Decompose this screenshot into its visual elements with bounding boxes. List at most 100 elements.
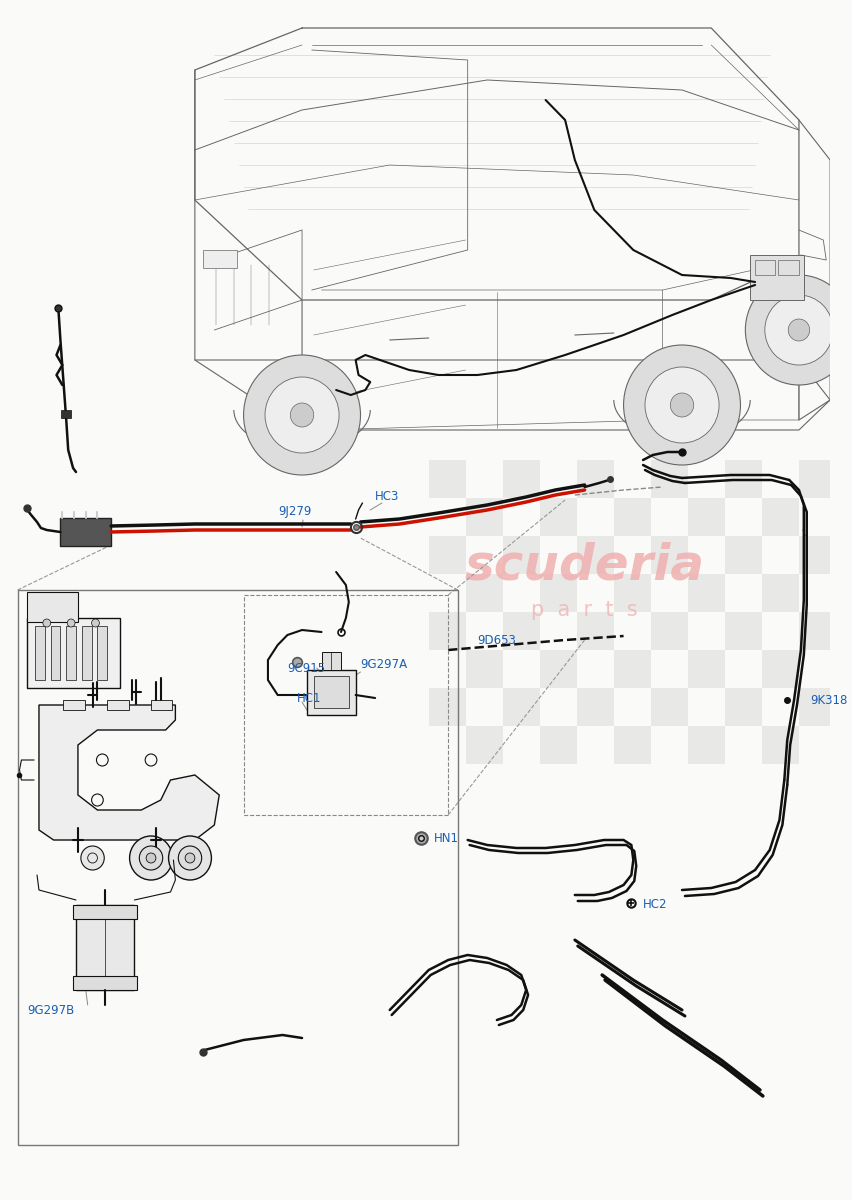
Bar (725, 536, 762, 574)
Bar (540, 650, 577, 688)
Bar (762, 726, 799, 764)
Bar (688, 498, 725, 536)
Bar (27, 618, 120, 688)
Bar (540, 498, 577, 536)
Bar (76, 905, 135, 990)
Bar (688, 650, 725, 688)
Bar (244, 595, 448, 815)
Bar (63, 700, 84, 710)
Bar (799, 612, 836, 650)
Bar (762, 650, 799, 688)
Circle shape (140, 846, 163, 870)
Bar (755, 260, 774, 275)
Circle shape (244, 355, 360, 475)
Bar (466, 726, 503, 764)
Bar (651, 460, 688, 498)
Bar (466, 574, 503, 612)
Text: p  a  r  t  s: p a r t s (532, 600, 638, 620)
Bar (82, 626, 91, 680)
Bar (203, 250, 237, 268)
Bar (836, 498, 852, 536)
Text: HC1: HC1 (297, 691, 322, 704)
Bar (725, 688, 762, 726)
Circle shape (43, 619, 50, 626)
Bar (35, 626, 45, 680)
Bar (429, 536, 466, 574)
Circle shape (130, 836, 172, 880)
Bar (688, 726, 725, 764)
Text: scuderia: scuderia (464, 541, 705, 589)
Bar (688, 574, 725, 612)
Bar (503, 612, 540, 650)
Bar (836, 574, 852, 612)
Circle shape (265, 377, 339, 452)
Bar (577, 536, 613, 574)
Bar (429, 688, 466, 726)
Bar (836, 726, 852, 764)
Bar (613, 574, 651, 612)
Bar (503, 460, 540, 498)
Bar (429, 612, 466, 650)
Circle shape (185, 853, 195, 863)
Bar (503, 688, 540, 726)
Text: HC3: HC3 (375, 491, 400, 504)
Text: 9C915: 9C915 (287, 661, 325, 674)
Circle shape (81, 846, 104, 870)
Bar (107, 700, 129, 710)
Bar (307, 670, 355, 715)
Bar (836, 650, 852, 688)
Bar (613, 498, 651, 536)
Bar (651, 688, 688, 726)
Bar (577, 612, 613, 650)
Circle shape (624, 346, 740, 464)
Bar (651, 536, 688, 574)
Circle shape (147, 853, 156, 863)
Bar (577, 460, 613, 498)
Circle shape (746, 275, 852, 385)
Bar (66, 626, 76, 680)
Bar (73, 905, 137, 919)
Circle shape (91, 619, 100, 626)
Text: 9J279: 9J279 (279, 505, 312, 518)
Bar (725, 460, 762, 498)
Bar (725, 612, 762, 650)
Bar (151, 700, 172, 710)
Bar (613, 726, 651, 764)
Bar (540, 574, 577, 612)
Bar (651, 612, 688, 650)
Bar (613, 650, 651, 688)
Text: 9G297A: 9G297A (360, 659, 407, 672)
Bar (27, 592, 78, 622)
Bar (60, 518, 111, 546)
Bar (61, 410, 71, 418)
Bar (503, 536, 540, 574)
Bar (577, 688, 613, 726)
Circle shape (169, 836, 211, 880)
Polygon shape (39, 704, 219, 840)
Bar (762, 498, 799, 536)
Bar (799, 536, 836, 574)
Circle shape (291, 403, 314, 427)
Circle shape (765, 295, 833, 365)
Bar (540, 726, 577, 764)
Bar (50, 626, 60, 680)
Bar (97, 626, 107, 680)
Bar (466, 650, 503, 688)
Circle shape (67, 619, 75, 626)
Bar (321, 652, 341, 670)
Bar (762, 574, 799, 612)
Bar (778, 260, 799, 275)
Circle shape (671, 392, 694, 416)
Bar (73, 976, 137, 990)
Text: 9K318: 9K318 (810, 694, 848, 707)
Text: HN1: HN1 (434, 832, 458, 845)
Circle shape (645, 367, 719, 443)
Bar (751, 254, 803, 300)
Circle shape (178, 846, 202, 870)
Bar (429, 460, 466, 498)
Circle shape (788, 319, 809, 341)
Bar (18, 590, 458, 1145)
Text: 9G297B: 9G297B (27, 1003, 74, 1016)
Bar (466, 498, 503, 536)
Text: 9D653: 9D653 (477, 634, 516, 647)
